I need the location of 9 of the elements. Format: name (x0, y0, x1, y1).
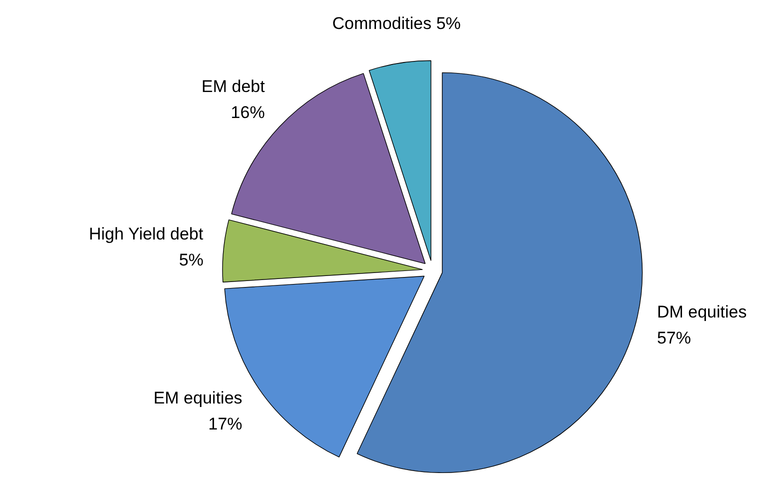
slice-label: EM equities (153, 388, 242, 408)
data-label: 17% (208, 414, 242, 434)
data-label: 5% (178, 250, 204, 270)
slice-label: High Yield debt (88, 224, 204, 244)
data-label: 57% (656, 328, 691, 348)
slice-label: EM debt (202, 76, 266, 96)
slice-label: Commodities 5% (332, 14, 461, 34)
data-label: 16% (230, 102, 265, 122)
slice-label: DM equities (656, 302, 747, 322)
